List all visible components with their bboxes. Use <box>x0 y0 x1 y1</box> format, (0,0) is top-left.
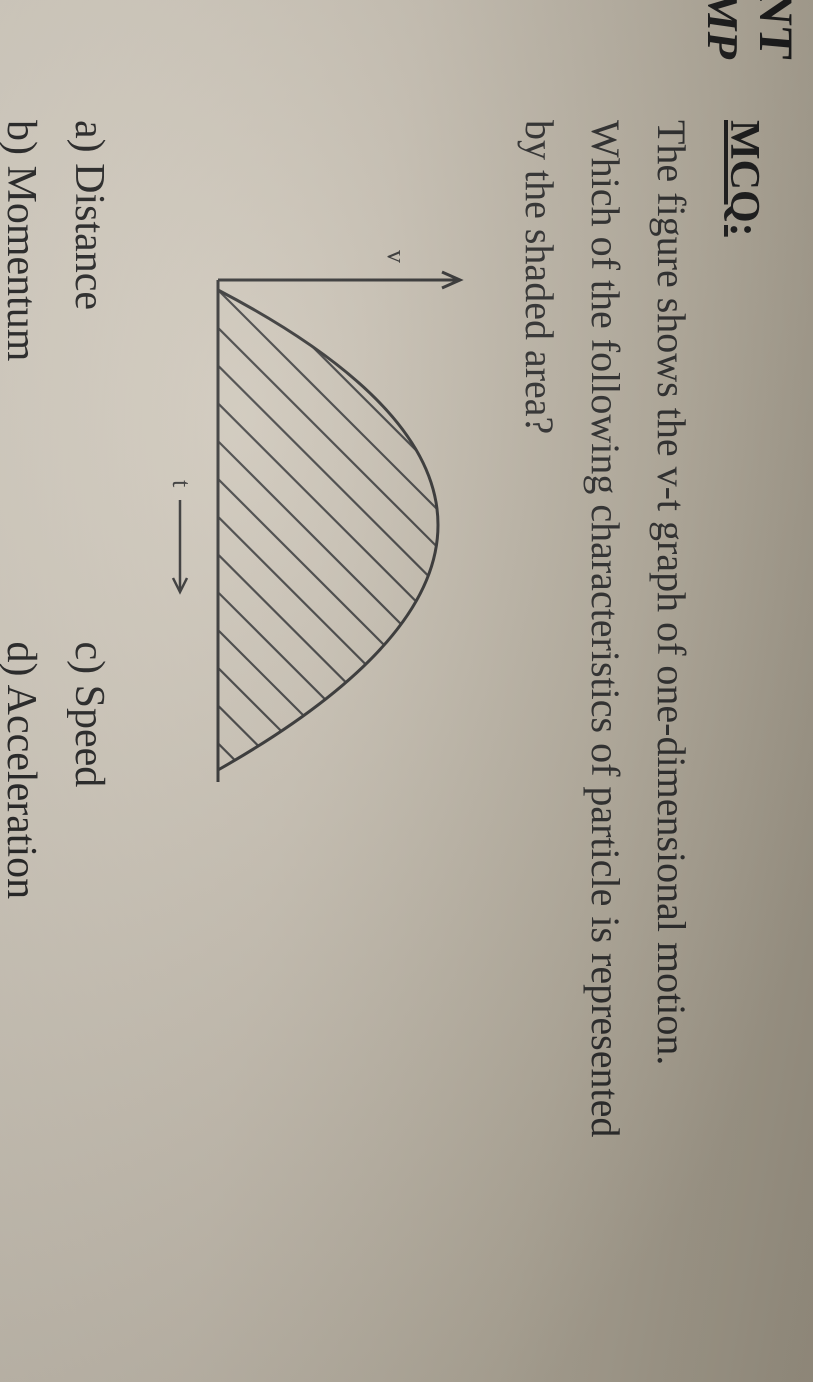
option-b: b) Momentum <box>0 120 45 361</box>
options-left-column: a) Distance b) Momentum <box>0 120 113 361</box>
vt-graph-svg: vt <box>148 240 478 800</box>
question-line-3: by the shaded area? <box>508 120 570 1342</box>
option-d: d) Acceleration <box>0 641 45 899</box>
question-line-1: The figure shows the v-t graph of one-di… <box>640 120 702 1342</box>
svg-text:t: t <box>167 480 196 488</box>
options-container: a) Distance b) Momentum c) Speed d) Acce… <box>0 120 113 1342</box>
svg-text:v: v <box>382 250 411 263</box>
page-content: NT IMP MCQ: The figure shows the v-t gra… <box>0 0 813 1382</box>
options-right-column: c) Speed d) Acceleration <box>0 641 113 899</box>
question-line-2: Which of the following characteristics o… <box>574 120 636 1342</box>
option-c: c) Speed <box>65 641 113 899</box>
edge-text-2: IMP <box>697 0 748 65</box>
edge-text-1: NT <box>748 0 803 63</box>
option-a: a) Distance <box>65 120 113 361</box>
mcq-heading: MCQ: <box>720 120 768 1342</box>
vt-graph: vt <box>143 240 478 1342</box>
